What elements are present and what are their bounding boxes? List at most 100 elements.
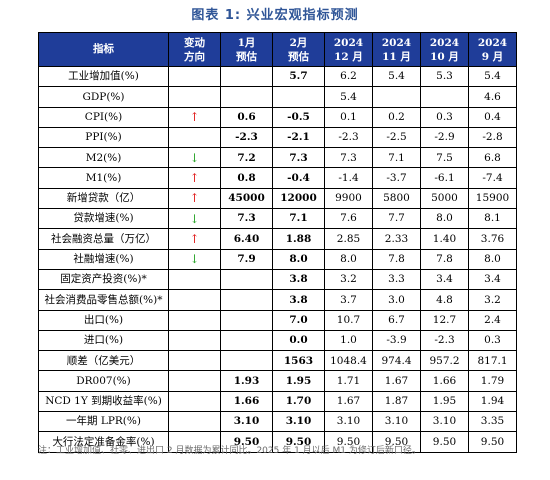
value-cell: 1.94 [468,390,517,413]
table-row: CPI(%) ↑ 0.6 -0.5 0.1 0.2 0.3 0.4 [38,106,517,128]
value-cell: 6.2 [324,65,373,88]
table-row: 新增贷款（亿） ↑ 45000 12000 9900 5800 5000 15900 [38,187,517,210]
row-indicator-name: 大行法定准备金率(%) [38,431,169,453]
direction-arrow-icon: ↑ [168,167,221,189]
header-col-4: 2024 9 月 [468,32,517,67]
value-cell: 957.2 [420,350,469,372]
row-indicator-name: DR007(%) [38,370,169,392]
value-cell: 0.1 [324,106,373,128]
value-cell: 0.3 [420,106,469,128]
row-indicator-name: 固定资产投资(%)* [38,268,169,291]
value-cell: -2.3 [420,329,469,352]
row-indicator-name: 进口(%) [38,329,169,352]
value-cell: 5800 [372,187,421,210]
table-row: 出口(%) 7.0 10.7 6.7 12.7 2.4 [38,309,517,331]
jan-estimate-cell: 7.2 [220,147,273,169]
value-cell: 3.4 [468,268,517,291]
table-row: PPI(%) -2.3 -2.1 -2.3 -2.5 -2.9 -2.8 [38,126,517,149]
value-cell: 0.4 [468,106,517,128]
value-cell: 7.3 [324,147,373,169]
value-cell: 3.2 [468,289,517,311]
feb-estimate-cell: 1.95 [272,370,325,392]
value-cell: -2.3 [324,126,373,149]
direction-arrow-icon [168,126,221,149]
value-cell: 15900 [468,187,517,210]
value-cell: -1.4 [324,167,373,189]
feb-estimate-cell [272,86,325,108]
direction-arrow-icon [168,309,221,331]
value-cell: 9.50 [468,431,517,453]
value-cell: 7.8 [372,248,421,270]
value-cell: 3.10 [324,411,373,433]
value-cell: 6.7 [372,309,421,331]
value-cell: 3.10 [372,411,421,433]
value-cell: 817.1 [468,350,517,372]
header-col-3: 2024 10 月 [420,32,469,67]
jan-estimate-cell [220,329,273,352]
row-indicator-name: 出口(%) [38,309,169,331]
feb-estimate-cell: 5.7 [272,65,325,88]
value-cell: 1.67 [372,370,421,392]
value-cell: 1.0 [324,329,373,352]
value-cell: 1.40 [420,228,469,250]
jan-estimate-cell: 1.93 [220,370,273,392]
direction-arrow-icon [168,390,221,413]
value-cell: 7.5 [420,147,469,169]
jan-estimate-cell: 7.9 [220,248,273,270]
direction-arrow-icon: ↑ [168,228,221,250]
table-row: GDP(%) 5.4 4.6 [38,86,517,108]
value-cell: 3.4 [420,268,469,291]
value-cell: 2.85 [324,228,373,250]
table-row: 社融增速(%) ↓ 7.9 8.0 8.0 7.8 7.8 8.0 [38,248,517,270]
direction-arrow-icon [168,289,221,311]
value-cell: 0.2 [372,106,421,128]
value-cell: -2.8 [468,126,517,149]
value-cell: 7.7 [372,208,421,230]
feb-estimate-cell: 1.70 [272,390,325,413]
table-row: M1(%) ↑ 0.8 -0.4 -1.4 -3.7 -6.1 -7.4 [38,167,517,189]
value-cell: 8.0 [420,208,469,230]
row-indicator-name: 社会消费品零售总额(%)* [38,289,169,311]
direction-arrow-icon [168,268,221,291]
row-indicator-name: M1(%) [38,167,169,189]
row-indicator-name: GDP(%) [38,86,169,108]
feb-estimate-cell: 1563 [272,350,325,372]
row-indicator-name: 顺差（亿美元） [38,350,169,372]
value-cell: 7.1 [372,147,421,169]
value-cell: 8.1 [468,208,517,230]
feb-estimate-cell: 7.3 [272,147,325,169]
feb-estimate-cell: 3.8 [272,289,325,311]
direction-arrow-icon: ↑ [168,106,221,128]
feb-estimate-cell: 7.0 [272,309,325,331]
row-indicator-name: 新增贷款（亿） [38,187,169,210]
row-indicator-name: PPI(%) [38,126,169,149]
value-cell: 1.79 [468,370,517,392]
feb-estimate-cell: 1.88 [272,228,325,250]
value-cell: 3.35 [468,411,517,433]
header-feb-estimate: 2月 预估 [272,32,325,67]
value-cell: -2.5 [372,126,421,149]
value-cell: 2.4 [468,309,517,331]
jan-estimate-cell [220,268,273,291]
value-cell: 1.67 [324,390,373,413]
value-cell: 2.33 [372,228,421,250]
footnote: 注：工业增加值、社零、进出口 2 月数据为累计同比。2025 年 1 月以后 M… [38,446,421,456]
forecast-table: 指标 变动 方向 1月 预估 2月 预估 2024 12 月 [38,32,517,453]
value-cell: 4.6 [468,86,517,108]
jan-estimate-cell [220,86,273,108]
jan-estimate-cell [220,65,273,88]
table-row: M2(%) ↓ 7.2 7.3 7.3 7.1 7.5 6.8 [38,147,517,169]
direction-arrow-icon [168,370,221,392]
value-cell: 1.66 [420,370,469,392]
row-indicator-name: 社会融资总量（万亿） [38,228,169,250]
table-row: 大行法定准备金率(%) 9.50 9.50 9.50 9.50 9.50 9.50 [38,431,517,453]
header-direction: 变动 方向 [168,32,221,67]
table-row: 一年期 LPR(%) 3.10 3.10 3.10 3.10 3.10 3.35 [38,411,517,433]
direction-arrow-icon: ↓ [168,147,221,169]
direction-arrow-icon [168,350,221,372]
jan-estimate-cell [220,289,273,311]
value-cell: -6.1 [420,167,469,189]
value-cell: -3.9 [372,329,421,352]
value-cell: 7.8 [420,248,469,270]
value-cell: 3.7 [324,289,373,311]
